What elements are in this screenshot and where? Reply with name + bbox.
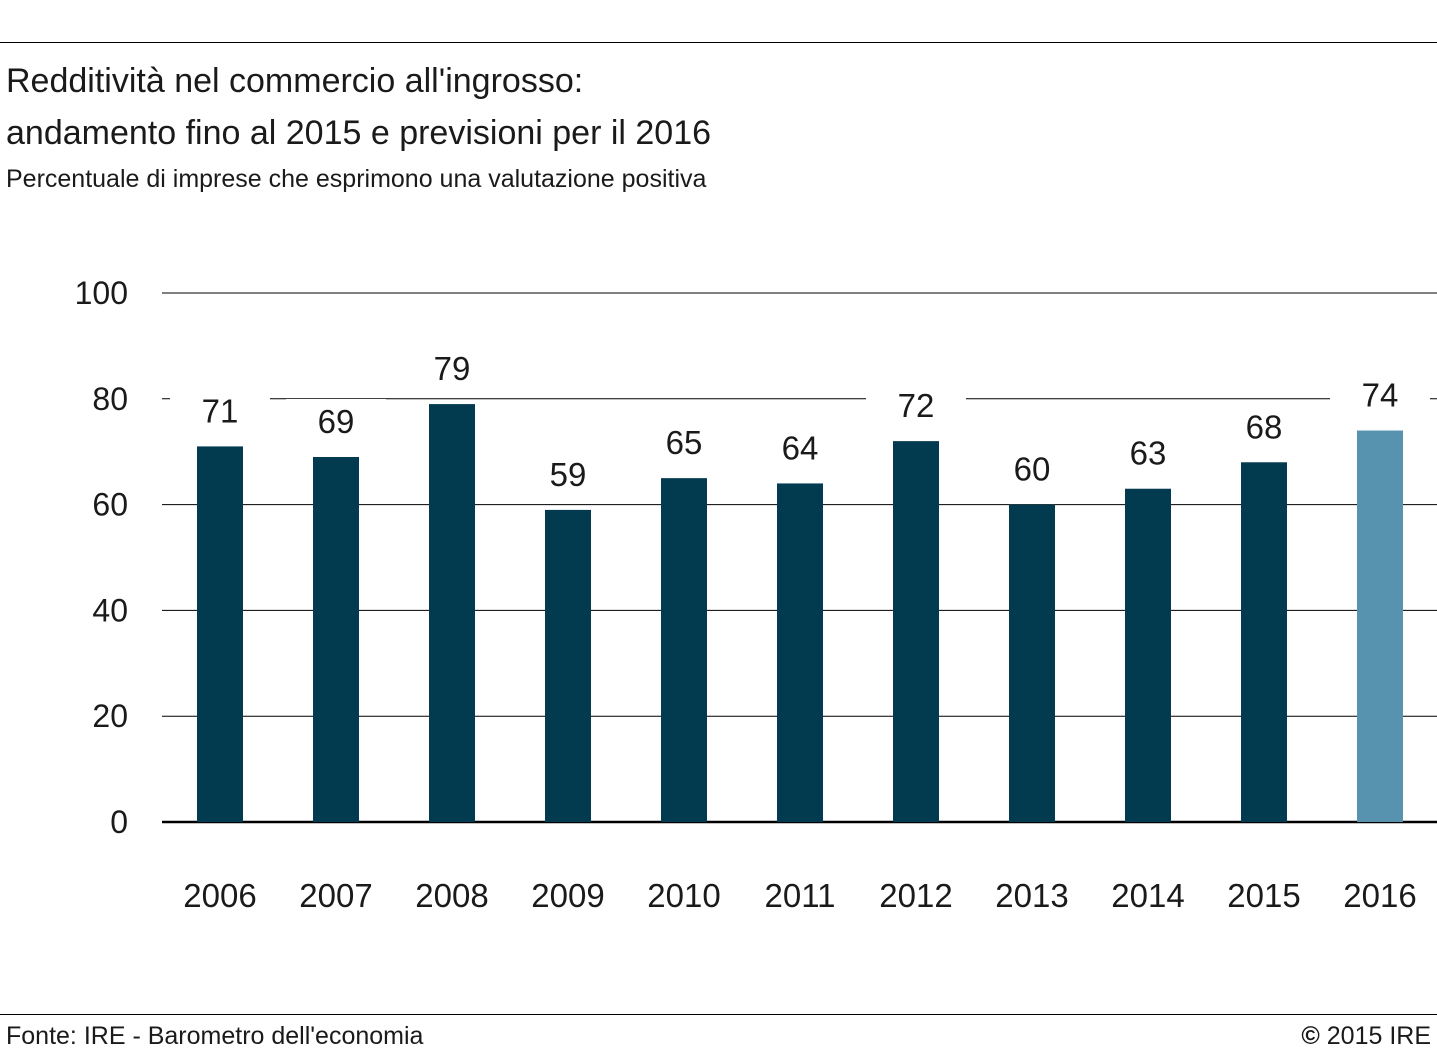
top-rule	[0, 42, 1437, 43]
label-mask	[634, 420, 734, 465]
x-tick-label: 2016	[1343, 877, 1416, 914]
x-axis-ticks: 2006 2007 2008 2009 2010 2011 2012 2013 2014 2015…	[183, 877, 1416, 914]
label-mask	[1330, 372, 1430, 417]
data-label: 68	[1246, 408, 1283, 445]
label-mask	[170, 388, 270, 433]
x-tick-label: 2009	[531, 877, 604, 914]
data-labels: 71 69 79 59 65 64 72 60 63 68 74	[202, 350, 1399, 493]
y-tick-label: 40	[92, 592, 128, 628]
y-tick-label: 80	[92, 381, 128, 417]
data-label: 74	[1362, 377, 1399, 414]
data-label: 71	[202, 392, 239, 429]
bar-2011	[777, 483, 823, 822]
x-tick-label: 2012	[879, 877, 952, 914]
data-label: 65	[666, 424, 703, 461]
x-tick-label: 2008	[415, 877, 488, 914]
data-label: 63	[1130, 435, 1167, 472]
bar-2006	[197, 446, 243, 822]
y-tick-label: 100	[75, 275, 128, 311]
y-tick-label: 0	[110, 804, 128, 840]
y-tick-label: 20	[92, 698, 128, 734]
x-tick-label: 2006	[183, 877, 256, 914]
label-mask	[518, 451, 618, 496]
copyright-symbol: ©	[1301, 1022, 1320, 1050]
data-label: 64	[782, 429, 819, 466]
bar-2012	[893, 441, 939, 822]
gridlines	[162, 292, 1437, 824]
bar-2008	[429, 404, 475, 822]
data-label: 79	[434, 350, 471, 387]
label-mask	[982, 446, 1082, 491]
bar-2009	[545, 509, 591, 822]
copyright-text: 2015 IRE	[1319, 1022, 1431, 1050]
x-tick-label: 2013	[995, 877, 1068, 914]
chart-subtitle: Percentuale di imprese che esprimono una…	[6, 165, 707, 193]
y-axis-ticks: 0 20 40 60 80 100	[75, 275, 128, 840]
bar-forecast-2016	[1357, 430, 1403, 822]
chart-title-line-2: andamento fino al 2015 e previsioni per …	[6, 114, 712, 152]
y-tick-label: 60	[92, 487, 128, 523]
bar-2015	[1241, 462, 1287, 822]
label-mask	[402, 346, 502, 391]
bar-chart: 0 20 40 60 80 100 71 69 79 59 65 64 72 60 63 68 74 2006…	[75, 275, 1437, 914]
label-mask	[1098, 430, 1198, 475]
bar-2014	[1125, 488, 1171, 822]
bar-2010	[661, 478, 707, 822]
label-mask	[750, 425, 850, 470]
x-tick-label: 2015	[1227, 877, 1300, 914]
chart-title-line-1: Redditività nel commercio all'ingrosso:	[6, 62, 584, 100]
data-label: 60	[1014, 451, 1051, 488]
data-label: 72	[898, 387, 935, 424]
source-note: Fonte: IRE - Barometro dell'economia	[6, 1022, 424, 1050]
label-mask	[286, 398, 386, 443]
copyright-note: © 2015 IRE	[1301, 1022, 1431, 1051]
bottom-rule	[0, 1014, 1437, 1015]
bars	[197, 404, 1403, 822]
data-label: 69	[318, 403, 355, 440]
bar-2013	[1009, 504, 1055, 822]
label-mask	[866, 383, 966, 428]
x-tick-label: 2007	[299, 877, 372, 914]
x-tick-label: 2011	[765, 877, 836, 914]
bar-2007	[313, 456, 359, 822]
label-mask	[1214, 404, 1314, 449]
x-tick-label: 2014	[1111, 877, 1184, 914]
data-label: 59	[550, 456, 587, 493]
x-tick-label: 2010	[647, 877, 720, 914]
